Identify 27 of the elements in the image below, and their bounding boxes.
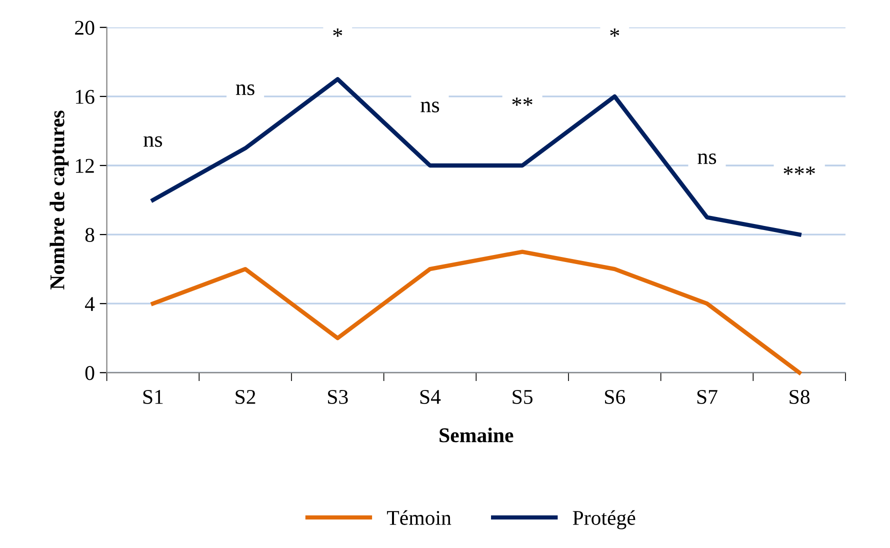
y-tick-label: 12 — [76, 158, 94, 173]
legend-label: Protégé — [572, 510, 636, 530]
x-axis-title: Semaine — [440, 428, 514, 442]
y-tick-label: 4 — [84, 297, 95, 311]
y-tick-label: 16 — [76, 90, 94, 104]
y-axis-title: Nombre de captures — [50, 110, 69, 290]
annotation: ** — [512, 98, 532, 106]
x-tick-label: S3 — [328, 390, 348, 404]
x-tick-label: S5 — [512, 390, 533, 404]
annotation: ns — [144, 136, 162, 147]
x-tick-label: S2 — [236, 390, 256, 404]
line-series — [150, 250, 802, 375]
x-tick-label: S7 — [697, 390, 718, 404]
annotation: * — [610, 28, 620, 37]
x-tick-label: S4 — [420, 390, 441, 404]
annotation: *** — [784, 166, 815, 175]
x-tick-label: S8 — [790, 390, 810, 404]
legend-label: Témoin — [387, 510, 452, 525]
annotation: ns — [420, 102, 440, 112]
y-tick-label: 8 — [85, 228, 94, 242]
x-tick-label: S1 — [143, 390, 163, 404]
y-tick-label: 0 — [85, 366, 94, 380]
x-tick-label: S6 — [605, 390, 626, 404]
annotation: * — [333, 28, 342, 37]
annotation: ns — [236, 84, 254, 96]
y-tick-label: 20 — [75, 20, 94, 35]
annotation: ns — [698, 153, 716, 164]
